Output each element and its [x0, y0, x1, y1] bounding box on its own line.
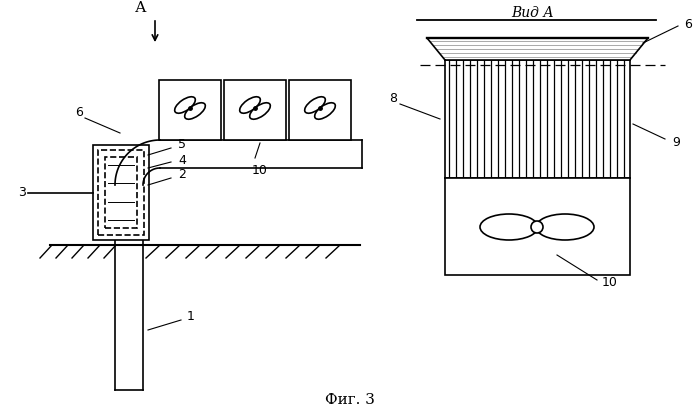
- Text: 9: 9: [672, 137, 680, 150]
- Text: Вид А: Вид А: [511, 6, 554, 20]
- Bar: [445, 178, 630, 275]
- Ellipse shape: [304, 97, 326, 113]
- Bar: [98, 150, 144, 235]
- Text: 3: 3: [18, 186, 26, 199]
- Text: 10: 10: [252, 164, 268, 177]
- Ellipse shape: [239, 97, 260, 113]
- Text: 10: 10: [602, 276, 618, 290]
- Ellipse shape: [250, 103, 270, 119]
- Ellipse shape: [185, 103, 205, 119]
- Text: А: А: [135, 1, 147, 15]
- Text: 4: 4: [178, 154, 186, 166]
- Text: Фиг. 3: Фиг. 3: [325, 393, 375, 407]
- Bar: [105, 157, 137, 228]
- Bar: [159, 80, 221, 140]
- Bar: [93, 145, 149, 240]
- Ellipse shape: [175, 97, 195, 113]
- Polygon shape: [115, 140, 160, 185]
- Text: 6: 6: [684, 17, 692, 31]
- Bar: [289, 80, 351, 140]
- Bar: [224, 80, 286, 140]
- Text: 8: 8: [389, 93, 397, 105]
- Ellipse shape: [315, 103, 335, 119]
- Text: 6: 6: [75, 107, 83, 119]
- Text: 1: 1: [187, 309, 195, 323]
- Text: 5: 5: [178, 138, 186, 152]
- Ellipse shape: [480, 214, 538, 240]
- Text: 2: 2: [178, 169, 186, 181]
- Ellipse shape: [531, 221, 543, 233]
- Polygon shape: [427, 38, 648, 60]
- Ellipse shape: [536, 214, 594, 240]
